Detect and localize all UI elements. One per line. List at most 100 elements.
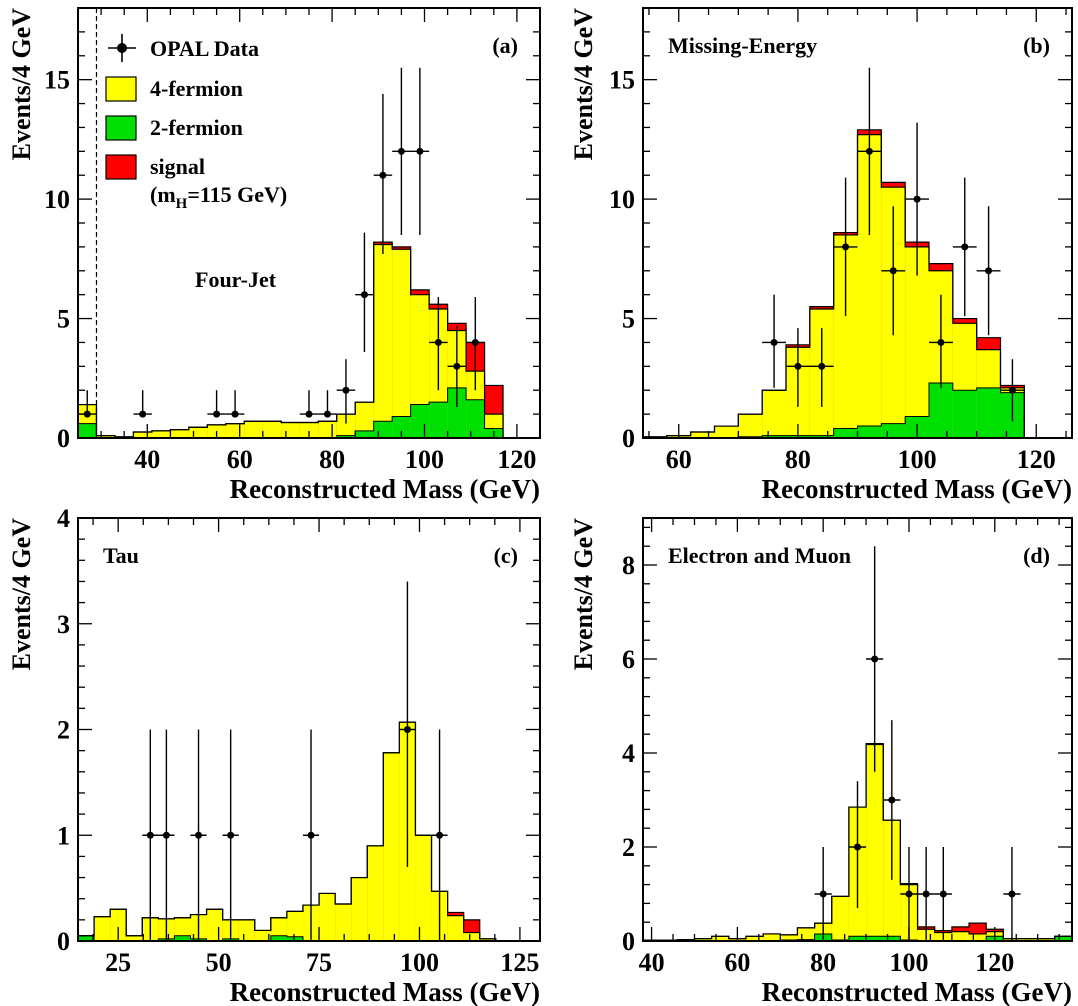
data-marker <box>865 147 873 155</box>
x-tick-label: 100 <box>889 948 928 977</box>
legend-signal-note: (mH=115 GeV) <box>150 182 287 212</box>
2-fermion-bar <box>270 935 287 941</box>
data-marker <box>403 726 411 733</box>
data-marker <box>937 338 945 346</box>
x-tick-label: 80 <box>810 948 836 977</box>
data-marker <box>397 147 405 155</box>
data-point <box>355 232 374 352</box>
data-point <box>431 729 448 941</box>
data-marker <box>913 195 921 203</box>
plot-frame <box>77 517 541 942</box>
legend: OPAL Data 4-fermion 2-fermion signal (mH=115… <box>105 34 287 212</box>
data-point <box>447 325 467 407</box>
panel-title: Tau <box>103 543 139 568</box>
y-tick-label: 3 <box>57 610 70 639</box>
4-fermion-bar <box>905 246 929 438</box>
y-tick-label: 15 <box>44 66 70 95</box>
data-point <box>900 847 918 941</box>
4-fermion-bar <box>763 933 781 941</box>
data-marker <box>436 831 444 839</box>
2-fermion-bar <box>429 402 448 438</box>
panel-2: 25 50 75 100 125 0 1 2 3 4 Reconstructed Mass (GeV… <box>7 504 541 1006</box>
2-fermion-bar <box>410 404 430 438</box>
4-fermion-bar <box>373 244 393 438</box>
data-marker <box>889 267 897 275</box>
x-tick-label: 25 <box>105 948 131 977</box>
x-tick-label: 125 <box>500 948 539 977</box>
2-fermion-bar <box>866 936 884 941</box>
2-fermion-bar <box>78 423 97 438</box>
x-axis-label: Reconstructed Mass (GeV) <box>230 474 540 504</box>
data-marker <box>305 410 313 418</box>
x-tick-label: 120 <box>975 948 1014 977</box>
data-marker <box>905 890 913 898</box>
y-tick-label: 4 <box>622 739 635 768</box>
4-fermion-bar <box>318 421 337 438</box>
2-fermion-bar <box>881 423 906 438</box>
4-fermion-bar <box>336 414 356 438</box>
2-fermion-bar <box>466 399 485 438</box>
legend-signal-swatch <box>105 154 137 180</box>
4-fermion-bar <box>96 435 115 438</box>
2-fermion-bar <box>286 936 303 941</box>
x-axis-label: Reconstructed Mass (GeV) <box>230 977 540 1006</box>
legend-data-marker <box>117 43 127 53</box>
data-point <box>225 390 245 418</box>
y-tick-label: 0 <box>57 424 70 453</box>
y-axis-label: Events/4 GeV <box>7 8 36 161</box>
2-fermion-bar <box>355 430 374 438</box>
y-tick-label: 6 <box>622 645 635 674</box>
data-marker <box>83 410 91 418</box>
4-fermion-bar <box>969 933 987 941</box>
y-tick-label: 2 <box>57 716 70 745</box>
plot-frame <box>642 517 1073 942</box>
4-fermion-bar <box>833 234 858 438</box>
4-fermion-bar <box>866 744 884 941</box>
x-axis-label: Reconstructed Mass (GeV) <box>762 474 1072 504</box>
y-tick-label: 4 <box>57 504 70 533</box>
panel-0: 40 60 80 100 120 0 5 10 15 Reconstructed Mass (Ge… <box>7 7 541 504</box>
x-tick-label: 50 <box>206 948 232 977</box>
x-tick-label: 100 <box>400 948 439 977</box>
2-fermion-bar <box>883 936 901 941</box>
4-fermion-bar <box>797 927 815 941</box>
panel-3: 40 60 80 100 120 0 2 4 6 8 Reconstructed Mass (GeV… <box>569 517 1073 1006</box>
2-fermion-bar <box>392 416 411 438</box>
4-fermion-bar <box>319 893 336 941</box>
data-marker <box>323 410 331 418</box>
4-fermion-bar <box>270 917 287 941</box>
x-tick-label: 40 <box>134 445 160 474</box>
4-fermion-bar <box>174 917 191 941</box>
data-marker <box>416 147 424 155</box>
4-fermion-bar <box>225 423 245 438</box>
data-marker <box>379 171 387 179</box>
y-tick-label: 2 <box>622 833 635 862</box>
data-point <box>814 847 832 941</box>
4-fermion-bar <box>355 402 374 438</box>
data-marker <box>1008 386 1016 394</box>
4-fermion-bar <box>392 249 411 438</box>
4-fermion-bar <box>170 429 189 438</box>
data-marker <box>818 362 826 370</box>
x-tick-label: 75 <box>306 948 332 977</box>
4-fermion-bar <box>857 134 882 438</box>
4-fermion-bar <box>281 422 300 438</box>
4-fermion-bar <box>479 938 496 941</box>
data-point <box>133 390 152 418</box>
4-fermion-outline <box>642 134 1025 438</box>
x-tick-label: 120 <box>497 445 536 474</box>
legend-data-label: OPAL Data <box>150 36 259 61</box>
data-point <box>848 781 867 909</box>
legend-4-fermion-label: 4-fermion <box>150 76 243 101</box>
x-tick-label: 60 <box>227 445 253 474</box>
panel-letter: (a) <box>492 33 518 58</box>
4-fermion-bar <box>415 835 432 941</box>
data-point <box>318 390 337 418</box>
2-fermion-bar <box>447 387 467 438</box>
data-marker <box>922 890 930 898</box>
4-fermion-bar <box>410 294 430 438</box>
4-fermion-bar <box>262 421 282 438</box>
x-tick-label: 100 <box>898 445 937 474</box>
data-marker <box>819 890 827 898</box>
4-fermion-bar <box>335 903 352 941</box>
